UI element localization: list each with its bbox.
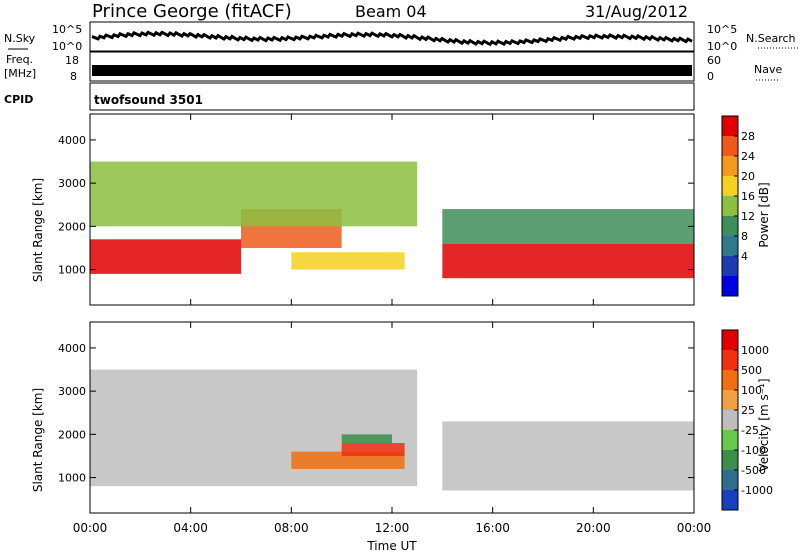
power-region-5 [442, 209, 694, 244]
velocity-panel: 1000 2000 3000 4000 Slant Range [km] [31, 321, 695, 514]
power-ytick-label: 2000 [58, 220, 86, 233]
power-colorbar-swatch [722, 216, 738, 236]
power-ytick-label: 3000 [58, 177, 86, 190]
power-region-3 [90, 161, 418, 227]
beam-title: Beam 04 [355, 2, 427, 21]
velocity-colorbar-swatch [722, 390, 738, 410]
velocity-colorbar-swatch [722, 430, 738, 450]
power-colorbar-tick-label: 20 [741, 170, 755, 183]
power-colorbar-tick-label: 12 [741, 210, 755, 223]
velocity-colorbar-tick-label: -100 [741, 444, 766, 457]
velocity-colorbar-swatch [722, 370, 738, 390]
noise-right-tick-bottom: 10^0 [707, 40, 737, 53]
power-colorbar-swatch [722, 196, 738, 216]
velocity-ytick-label: 1000 [58, 472, 86, 485]
velocity-colorbar-tick-label: 100 [741, 384, 762, 397]
velocity-ytick-label: 4000 [58, 342, 86, 355]
x-tick-label: 04:00 [173, 521, 208, 535]
power-colorbar-tick-label: 8 [741, 230, 748, 243]
velocity-colorbar-label: Velocity [m s⁻¹] [757, 378, 771, 471]
noise-right-label: N.Search [746, 32, 796, 45]
power-colorbar-tick-label: 28 [741, 130, 755, 143]
noise-left-tick-bottom: 10^0 [52, 40, 82, 53]
velocity-colorbar-tick-label: -500 [741, 464, 766, 477]
freq-tick-bottom: 8 [70, 70, 77, 83]
noise-panel: N.Sky 10^5 10^0 10^5 10^0 N.Search [4, 21, 798, 53]
nave-tick-top: 60 [707, 54, 721, 67]
power-colorbar-tick-label: 16 [741, 190, 755, 203]
velocity-colorbar-swatch [722, 350, 738, 370]
freq-label-line1: Freq. [6, 53, 33, 66]
power-colorbar-swatch [722, 276, 738, 296]
power-colorbar-swatch [722, 136, 738, 156]
velocity-colorbar-tick-label: 25 [741, 404, 755, 417]
x-tick-label: 00:00 [73, 521, 108, 535]
velocity-colorbar-swatch [722, 330, 738, 350]
cpid-label: CPID [4, 93, 33, 106]
velocity-colorbar-swatch [722, 470, 738, 490]
velocity-ytick-label: 3000 [58, 385, 86, 398]
velocity-colorbar-frame [721, 329, 739, 511]
x-tick-label: 16:00 [475, 521, 510, 535]
power-colorbar-swatch [722, 236, 738, 256]
x-tick-label: 12:00 [375, 521, 410, 535]
power-colorbar-frame [721, 115, 739, 297]
velocity-ylabel: Slant Range [km] [31, 388, 45, 492]
velocity-colorbar-tick-label: 1000 [741, 344, 769, 357]
x-axis: 00:00 04:00 08:00 12:00 16:00 20:00 00:00 [73, 114, 712, 535]
power-ylabel: Slant Range [km] [31, 178, 45, 282]
nave-tick-bottom: 0 [707, 70, 714, 83]
power-colorbar-tick-label: 24 [741, 150, 755, 163]
x-tick-label: 00:00 [677, 521, 712, 535]
cpid-value: twofsound 3501 [94, 93, 203, 107]
power-colorbar-tick-label: 4 [741, 250, 748, 263]
x-tick-label: 08:00 [274, 521, 309, 535]
noise-left-tick-top: 10^5 [52, 23, 82, 36]
velocity-colorbar-swatch [722, 410, 738, 430]
velocity-ytick-label: 2000 [58, 428, 86, 441]
power-colorbar: 28 24 20 16 12 8 4 [721, 115, 755, 297]
noise-trace [91, 30, 693, 47]
station-title: Prince George (fitACF) [92, 1, 292, 22]
velocity-colorbar-tick-label: -25 [741, 424, 759, 437]
power-region-4 [442, 243, 694, 279]
power-colorbar-swatch [722, 256, 738, 276]
date-title: 31/Aug/2012 [585, 2, 688, 21]
freq-label-line2: [MHz] [4, 67, 36, 80]
cpid-panel: CPID twofsound 3501 [4, 82, 695, 111]
freq-panel: Freq. [MHz] 18 8 60 0 Nave [4, 51, 782, 83]
noise-left-label: N.Sky [4, 32, 36, 45]
power-colorbar-swatch [722, 176, 738, 196]
power-colorbar-swatch [722, 156, 738, 176]
velocity-region-4 [442, 421, 694, 491]
power-region-0 [90, 239, 241, 274]
power-colorbar-swatch [722, 116, 738, 136]
velocity-colorbar: 1000 500 100 25 -25 -100 -500 -1000 [721, 329, 773, 511]
power-region-2 [291, 252, 405, 270]
velocity-colorbar-swatch [722, 450, 738, 470]
power-ytick-label: 4000 [58, 134, 86, 147]
power-colorbar-label: Power [dB] [757, 182, 771, 247]
velocity-colorbar-swatch [722, 490, 738, 510]
freq-tick-top: 18 [65, 54, 79, 67]
velocity-colorbar-tick-label: 500 [741, 364, 762, 377]
power-ytick-label: 1000 [58, 264, 86, 277]
x-tick-label: 20:00 [576, 521, 611, 535]
power-panel: 1000 2000 3000 4000 Slant Range [km] [31, 113, 695, 306]
noise-right-tick-top: 10^5 [707, 23, 737, 36]
nave-label: Nave [754, 63, 782, 76]
freq-band [92, 65, 692, 76]
velocity-region-3 [341, 434, 392, 443]
velocity-region-2 [341, 442, 405, 456]
velocity-colorbar-tick-label: -1000 [741, 484, 773, 497]
x-axis-label: Time UT [366, 539, 417, 553]
